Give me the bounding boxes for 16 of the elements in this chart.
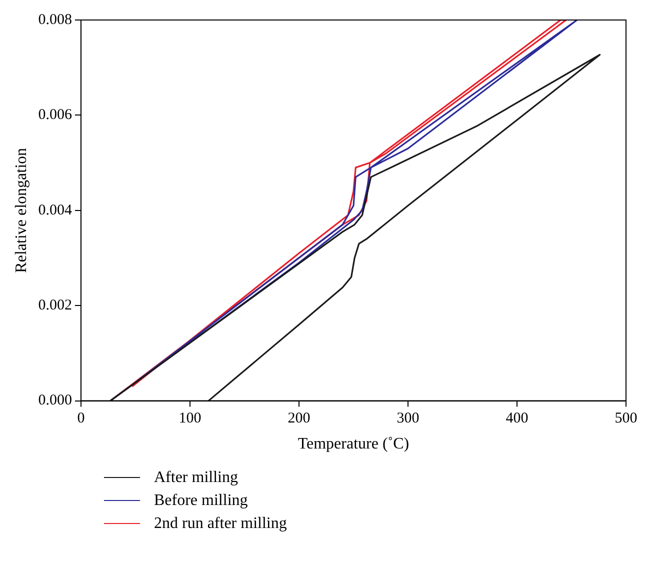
y-tick-label: 0.000 — [38, 392, 72, 409]
x-tick-label: 300 — [396, 410, 420, 427]
x-tick-label: 100 — [178, 410, 202, 427]
legend-label: Before milling — [154, 492, 248, 510]
y-axis-title: Relative elongation — [12, 148, 30, 273]
x-tick-label: 400 — [506, 410, 528, 427]
y-tick-label: 0.002 — [38, 298, 72, 314]
x-axis-title: Temperature (˚C) — [298, 436, 410, 453]
legend-label: 2nd run after milling — [154, 514, 287, 532]
x-tick-label: 0 — [77, 410, 85, 427]
y-tick-label: 0.008 — [38, 12, 72, 28]
x-tick-label: 500 — [614, 410, 638, 427]
y-tick-label: 0.006 — [38, 107, 72, 124]
legend-label: After milling — [154, 468, 238, 486]
y-tick-label: 0.004 — [38, 202, 72, 218]
x-tick-label: 200 — [288, 410, 310, 427]
